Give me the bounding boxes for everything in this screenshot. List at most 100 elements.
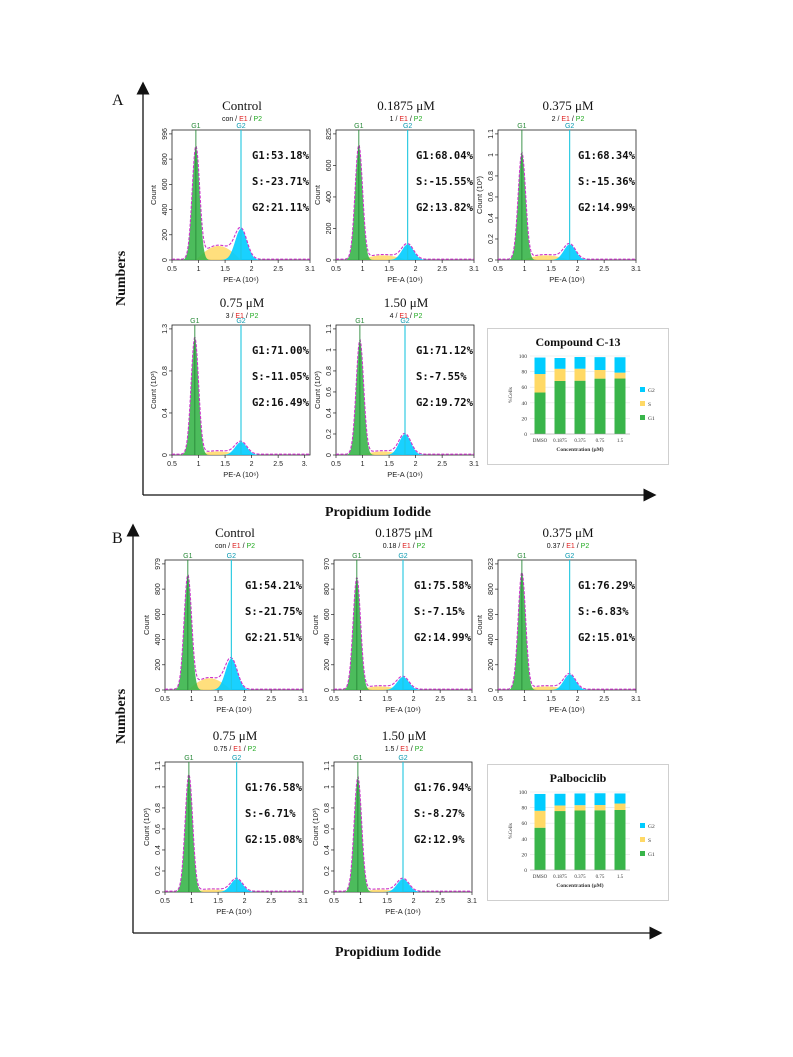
y-tick-label: 400 — [326, 191, 333, 203]
x-tick-label: 2 — [576, 266, 580, 273]
x-tick-label: 1 — [361, 461, 365, 468]
y-tick-label: 0.2 — [324, 866, 331, 876]
x-tick-label: 2.5 — [266, 696, 276, 703]
legend-label-g2: G2 — [648, 824, 655, 830]
x-axis-label: PE-A (10⁶) — [216, 907, 252, 916]
s-phase-area — [334, 686, 472, 690]
g1-gate-label: G1 — [353, 755, 362, 762]
x-tick-label: 0.5 — [160, 898, 170, 905]
bar-y-tick-label: 40 — [522, 401, 528, 407]
x-axis-title-a: Propidium Iodide — [325, 505, 431, 520]
bar-category-label: 0.75 — [596, 875, 605, 880]
g2-percentage: G2:12.9% — [414, 834, 465, 846]
bar-segment-g2 — [554, 358, 566, 369]
bar-category-label: 0.1875 — [553, 439, 567, 444]
bar-category-label: 0.375 — [574, 875, 586, 880]
bar-segment-s — [554, 805, 566, 812]
x-tick-label: 0.5 — [331, 266, 341, 273]
y-tick-label: 800 — [324, 583, 331, 595]
g2-percentage: G2:14.99% — [414, 632, 471, 644]
y-tick-label: 400 — [155, 634, 162, 646]
histogram-plot: G1 G2 0.5 1 1.5 2 2.5 3. PE-A (10⁶) 0 0.4 0.8 1.3 Cou… — [149, 318, 311, 479]
bar-segment-s — [534, 810, 546, 828]
y-axis-label: Count (10³) — [142, 808, 151, 846]
s-percentage: S:-8.27% — [414, 808, 465, 820]
bar-chart-svg: 0 20 40 60 80 100 %Cells DMSO 0.1875 0.375 0.75 1.5… — [508, 790, 655, 889]
y-tick-label: 1.3 — [162, 324, 169, 334]
panel-label-a: A — [112, 92, 124, 109]
y-tick-label: 0.4 — [326, 408, 333, 418]
bar-segment-s — [614, 372, 626, 379]
histogram-title: Control — [222, 98, 262, 113]
histogram-plot: G1 G2 0.5 1 1.5 2 2.5 3.1 PE-A (10⁶) 0 0.2 0.4 0.6 0.… — [475, 123, 641, 284]
y-tick-label: 970 — [324, 558, 331, 570]
histogram-plot: G1 G2 0.5 1 1.5 2 2.5 3.1 PE-A (10⁶) 0 200 400 600 80… — [311, 553, 477, 714]
g2-percentage: G2:21.51% — [245, 632, 302, 644]
y-tick-label: 0.4 — [324, 845, 331, 855]
x-tick-label: 2.5 — [435, 898, 445, 905]
bar-segment-g1 — [534, 827, 546, 870]
x-tick-label: 2 — [243, 898, 247, 905]
s-percentage: S:-6.71% — [245, 808, 296, 820]
g2-percentage: G2:13.82% — [416, 202, 473, 214]
y-tick-label: 0.2 — [155, 866, 162, 876]
g2-gate-label: G2 — [400, 318, 409, 325]
y-tick-label: 200 — [155, 659, 162, 671]
gate-sample-name: con — [214, 543, 227, 550]
gate-label: 4 / E1 / P2 — [389, 313, 423, 320]
x-axis-label: PE-A (10⁶) — [385, 907, 421, 916]
histogram-title: 0.1875 μM — [377, 98, 435, 113]
fit-curve — [172, 144, 310, 260]
y-tick-label: 800 — [488, 583, 495, 595]
x-tick-label: 2 — [412, 898, 416, 905]
stacked-bar-chart: Palbociclib 0 20 40 60 80 100 %Cells DMSO 0.1875 0… — [487, 764, 669, 901]
bar-chart-title: Palbociclib — [549, 771, 607, 785]
y-tick-label: 996 — [162, 128, 169, 140]
x-tick-label: 1 — [197, 266, 201, 273]
y-axis-label: Count — [475, 614, 484, 635]
x-tick-label: 2 — [250, 461, 254, 468]
x-tick-label: 3.1 — [469, 266, 479, 273]
y-tick-label: 0.6 — [155, 824, 162, 834]
bar-chart-title: Compound C-13 — [535, 335, 621, 349]
g2-gate-label: G2 — [565, 553, 574, 560]
x-tick-label: 2.5 — [435, 696, 445, 703]
legend-swatch-s — [640, 837, 645, 842]
g1-phase-area — [498, 153, 636, 260]
g2-gate-label: G2 — [227, 553, 236, 560]
x-tick-label: 3.1 — [469, 461, 479, 468]
y-tick-label: 1 — [326, 348, 333, 352]
bar-segment-g1 — [594, 378, 606, 434]
legend-label-g1: G1 — [648, 852, 655, 858]
g2-gate-label: G2 — [565, 123, 574, 130]
histogram-title: 0.75 μM — [212, 728, 258, 743]
bar-segment-s — [614, 803, 626, 810]
x-tick-label: 1.5 — [382, 696, 392, 703]
y-axis-label: Count (10³) — [311, 808, 320, 846]
g1-gate-label: G1 — [191, 123, 200, 130]
y-tick-label: 400 — [162, 204, 169, 216]
x-tick-label: 1 — [197, 461, 201, 468]
bar-segment-g2 — [614, 357, 626, 373]
x-tick-label: 2 — [414, 461, 418, 468]
y-tick-label: 600 — [326, 159, 333, 171]
x-axis-label: PE-A (10⁶) — [223, 470, 259, 479]
x-tick-label: 3.1 — [298, 898, 308, 905]
x-tick-label: 0.5 — [167, 266, 177, 273]
x-tick-label: 0.5 — [331, 461, 341, 468]
bar-category-label: 0.375 — [574, 439, 586, 444]
y-axis-label: Count — [311, 614, 320, 635]
g1-gate-label: G1 — [517, 553, 526, 560]
x-axis-label: PE-A (10⁶) — [216, 705, 252, 714]
gate-label: 1.5 / E1 / P2 — [384, 746, 424, 753]
y-axis-label: Count (10³) — [475, 176, 484, 214]
g1-percentage: G1:71.12% — [416, 345, 473, 357]
y-tick-label: 400 — [488, 634, 495, 646]
bar-y-tick-label: 20 — [522, 852, 528, 858]
bar-segment-s — [554, 368, 566, 381]
x-tick-label: 1.5 — [213, 898, 223, 905]
x-tick-label: 1.5 — [213, 696, 223, 703]
y-axis-label: Count (10³) — [149, 371, 158, 409]
y-tick-label: 0.8 — [326, 366, 333, 376]
